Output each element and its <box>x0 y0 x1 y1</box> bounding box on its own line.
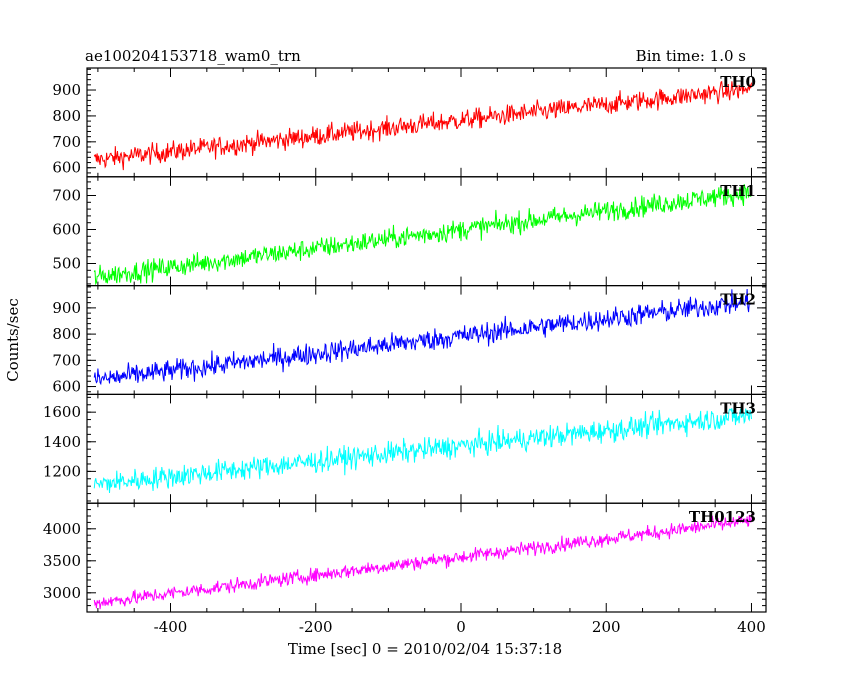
chart-header-right: Bin time: 1.0 s <box>636 47 746 65</box>
x-axis-label: Time [sec] 0 = 2010/02/04 15:37:18 <box>288 640 562 658</box>
y-tick-label: 800 <box>52 325 81 343</box>
x-tick-label: -400 <box>154 618 188 636</box>
chart-header-left: ae100204153718_wam0_trn <box>85 47 301 65</box>
panels: 600 700 800 900 TH0 500 600 700 TH1 600 700 800 900 T… <box>43 67 767 613</box>
series-label-th2: TH2 <box>720 291 756 309</box>
x-tick-label: 0 <box>456 618 466 636</box>
y-tick-label: 3500 <box>43 552 81 570</box>
series-line-th0123 <box>93 514 752 610</box>
series-label-th0: TH0 <box>720 73 756 91</box>
y-tick-label: 4000 <box>43 520 81 538</box>
y-tick-label: 600 <box>52 159 81 177</box>
panel-th0123: 3000 3500 4000 TH0123 <box>43 502 767 613</box>
y-tick-label: 600 <box>52 378 81 396</box>
y-tick-label: 1600 <box>43 403 81 421</box>
panel-th3: 1200 1400 1600 TH3 <box>43 393 767 504</box>
y-tick-label: 800 <box>52 107 81 125</box>
y-tick-label: 1200 <box>43 462 81 480</box>
y-tick-label: 500 <box>52 255 81 273</box>
series-line-th2 <box>93 289 752 386</box>
y-tick-label: 900 <box>52 81 81 99</box>
y-tick-label: 700 <box>52 351 81 369</box>
panel-frame <box>86 502 767 613</box>
series-line-th3 <box>93 408 752 493</box>
panel-th2: 600 700 800 900 TH2 <box>52 285 767 396</box>
series-line-th0 <box>93 79 752 171</box>
y-tick-label: 700 <box>52 187 81 205</box>
series-line-th1 <box>93 184 752 286</box>
y-axis-label: Counts/sec <box>4 298 22 382</box>
x-axis: -400 -200 0 200 400 <box>154 618 766 636</box>
y-tick-label: 900 <box>52 299 81 317</box>
series-label-th0123: TH0123 <box>689 508 756 526</box>
panel-th0: 600 700 800 900 TH0 <box>52 67 767 178</box>
panel-frame <box>86 393 767 504</box>
y-tick-label: 700 <box>52 133 81 151</box>
panel-frame <box>86 285 767 396</box>
x-tick-label: 400 <box>737 618 766 636</box>
x-tick-label: 200 <box>592 618 621 636</box>
series-label-th1: TH1 <box>720 182 756 200</box>
panel-th1: 500 600 700 TH1 <box>52 176 767 287</box>
series-label-th3: TH3 <box>720 399 756 417</box>
y-tick-label: 1400 <box>43 433 81 451</box>
y-tick-label: 3000 <box>43 584 81 602</box>
y-tick-label: 600 <box>52 221 81 239</box>
x-tick-label: -200 <box>299 618 333 636</box>
